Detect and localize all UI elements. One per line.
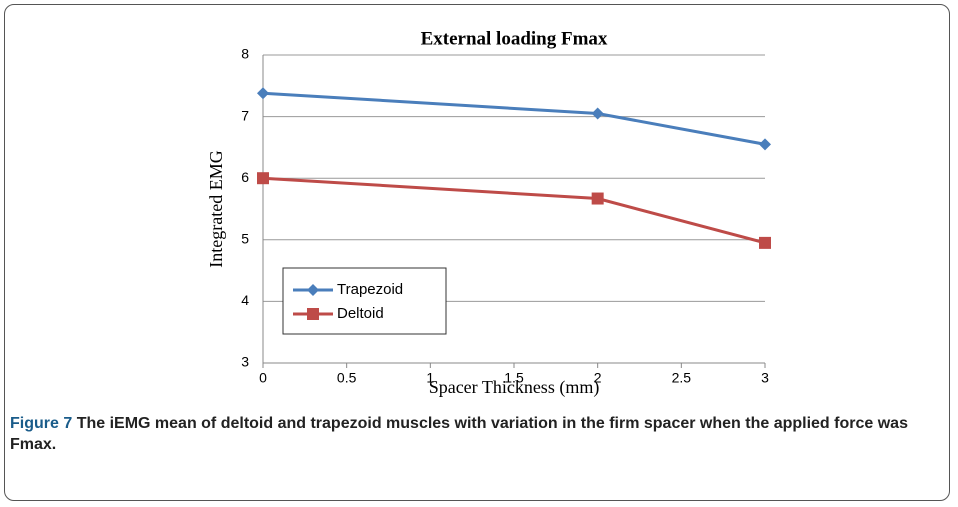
x-tick-label: 2.5 xyxy=(672,370,692,386)
legend-label: Deltoid xyxy=(337,305,384,322)
caption-label: Figure 7 xyxy=(10,415,73,432)
x-axis-label: Spacer Thickness (mm) xyxy=(429,377,600,398)
x-tick-label: 1 xyxy=(426,370,434,386)
y-tick-label: 3 xyxy=(241,354,249,370)
marker xyxy=(591,107,604,120)
series-line xyxy=(262,91,766,146)
marker xyxy=(759,236,771,249)
y-tick-label: 5 xyxy=(241,231,249,247)
marker xyxy=(591,192,604,205)
marker xyxy=(759,138,771,151)
marker xyxy=(257,172,269,185)
x-tick-label: 0 xyxy=(259,370,267,386)
y-tick-label: 6 xyxy=(241,169,249,185)
caption-text: The iEMG mean of deltoid and trapezoid m… xyxy=(10,415,908,453)
caption: Figure 7 The iEMG mean of deltoid and tr… xyxy=(10,413,940,455)
series-line xyxy=(262,176,766,245)
legend-box xyxy=(282,267,447,335)
x-tick-label: 0.5 xyxy=(337,370,357,386)
legend-label: Trapezoid xyxy=(337,281,403,298)
x-tick-label: 3 xyxy=(761,370,769,386)
x-tick-label: 1.5 xyxy=(504,370,524,386)
y-axis-label: Integrated EMG xyxy=(206,150,226,267)
chart: External loading Fmax Spacer Thickness (… xyxy=(206,28,771,398)
marker xyxy=(307,284,319,296)
marker xyxy=(257,87,269,100)
y-tick-label: 4 xyxy=(241,292,249,308)
y-tick-label: 7 xyxy=(241,107,249,123)
x-tick-label: 2 xyxy=(594,370,602,386)
y-tick-label: 8 xyxy=(241,46,249,62)
marker xyxy=(307,308,319,320)
chart-title: External loading Fmax xyxy=(421,28,608,49)
figure-frame xyxy=(4,4,950,501)
